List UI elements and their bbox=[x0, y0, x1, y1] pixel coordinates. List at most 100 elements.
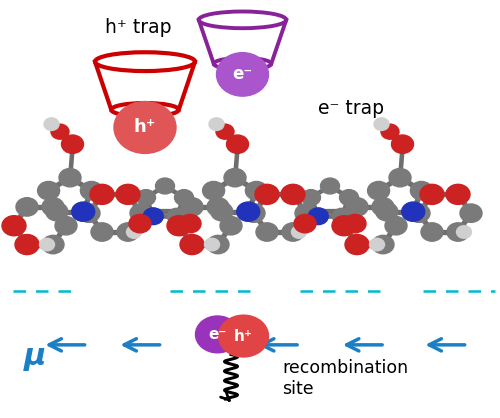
Circle shape bbox=[72, 202, 94, 221]
Circle shape bbox=[374, 118, 389, 130]
Circle shape bbox=[308, 208, 328, 224]
Circle shape bbox=[447, 185, 469, 204]
Circle shape bbox=[408, 204, 430, 222]
Circle shape bbox=[410, 181, 432, 200]
Circle shape bbox=[308, 208, 328, 224]
Text: h⁺: h⁺ bbox=[134, 118, 156, 137]
Circle shape bbox=[372, 198, 394, 216]
Circle shape bbox=[168, 208, 186, 224]
Circle shape bbox=[243, 204, 265, 222]
Circle shape bbox=[216, 124, 234, 139]
Circle shape bbox=[392, 135, 413, 153]
Circle shape bbox=[42, 198, 64, 216]
Text: e⁻: e⁻ bbox=[208, 327, 226, 342]
Circle shape bbox=[218, 315, 268, 357]
Circle shape bbox=[130, 204, 152, 222]
Circle shape bbox=[16, 198, 38, 216]
Circle shape bbox=[174, 190, 194, 206]
Circle shape bbox=[202, 181, 224, 200]
Circle shape bbox=[42, 235, 64, 254]
Circle shape bbox=[246, 181, 268, 200]
Circle shape bbox=[237, 202, 259, 221]
Circle shape bbox=[446, 184, 470, 204]
Circle shape bbox=[209, 118, 224, 130]
Circle shape bbox=[421, 223, 443, 241]
Text: h⁺ trap: h⁺ trap bbox=[105, 18, 172, 37]
Circle shape bbox=[62, 135, 84, 153]
Circle shape bbox=[3, 217, 25, 235]
Circle shape bbox=[168, 217, 190, 235]
Circle shape bbox=[332, 208, 351, 224]
Circle shape bbox=[402, 202, 424, 221]
Circle shape bbox=[207, 235, 229, 254]
Text: recombination
site: recombination site bbox=[282, 359, 408, 398]
Circle shape bbox=[40, 238, 54, 251]
Circle shape bbox=[256, 223, 278, 241]
Circle shape bbox=[181, 198, 203, 216]
Circle shape bbox=[179, 214, 201, 233]
Circle shape bbox=[38, 181, 60, 200]
Circle shape bbox=[91, 185, 113, 204]
Circle shape bbox=[282, 223, 304, 241]
Circle shape bbox=[15, 234, 39, 255]
Text: e⁻: e⁻ bbox=[232, 65, 252, 84]
Circle shape bbox=[220, 217, 242, 235]
Circle shape bbox=[181, 235, 203, 254]
Circle shape bbox=[281, 184, 305, 204]
Circle shape bbox=[447, 223, 469, 241]
Circle shape bbox=[381, 124, 399, 139]
Circle shape bbox=[117, 185, 139, 204]
Circle shape bbox=[345, 234, 369, 255]
Circle shape bbox=[460, 204, 482, 222]
Text: e⁻ trap: e⁻ trap bbox=[318, 99, 384, 118]
Circle shape bbox=[80, 181, 102, 200]
Circle shape bbox=[51, 124, 69, 139]
Circle shape bbox=[346, 235, 368, 254]
Circle shape bbox=[55, 217, 77, 235]
Circle shape bbox=[389, 168, 411, 187]
Circle shape bbox=[421, 185, 443, 204]
Circle shape bbox=[72, 202, 94, 221]
Circle shape bbox=[167, 216, 191, 236]
Circle shape bbox=[236, 202, 260, 221]
Text: h⁺: h⁺ bbox=[234, 329, 253, 344]
Circle shape bbox=[116, 184, 140, 204]
Circle shape bbox=[196, 316, 240, 353]
Circle shape bbox=[302, 190, 320, 206]
Circle shape bbox=[126, 226, 142, 238]
Circle shape bbox=[117, 223, 139, 241]
Circle shape bbox=[320, 178, 340, 194]
Circle shape bbox=[226, 135, 248, 153]
Circle shape bbox=[456, 226, 471, 238]
Circle shape bbox=[402, 202, 424, 221]
Circle shape bbox=[256, 185, 278, 204]
Circle shape bbox=[78, 204, 100, 222]
Circle shape bbox=[204, 238, 220, 251]
Circle shape bbox=[114, 102, 176, 153]
Circle shape bbox=[91, 223, 113, 241]
Circle shape bbox=[376, 202, 398, 221]
Circle shape bbox=[294, 214, 316, 233]
Circle shape bbox=[295, 204, 317, 222]
Circle shape bbox=[144, 208, 163, 224]
Circle shape bbox=[333, 217, 355, 235]
Circle shape bbox=[44, 118, 59, 130]
Circle shape bbox=[370, 238, 384, 251]
Circle shape bbox=[346, 198, 368, 216]
Circle shape bbox=[224, 168, 246, 187]
Circle shape bbox=[129, 214, 151, 233]
Circle shape bbox=[368, 181, 390, 200]
Circle shape bbox=[340, 190, 358, 206]
Circle shape bbox=[143, 208, 163, 224]
Circle shape bbox=[216, 53, 268, 96]
Circle shape bbox=[2, 216, 26, 236]
Circle shape bbox=[420, 184, 444, 204]
Circle shape bbox=[344, 214, 366, 233]
Circle shape bbox=[255, 184, 279, 204]
Circle shape bbox=[385, 217, 407, 235]
Circle shape bbox=[136, 190, 156, 206]
Circle shape bbox=[292, 226, 306, 238]
Circle shape bbox=[59, 168, 81, 187]
Text: μ: μ bbox=[24, 342, 46, 371]
Circle shape bbox=[16, 235, 38, 254]
